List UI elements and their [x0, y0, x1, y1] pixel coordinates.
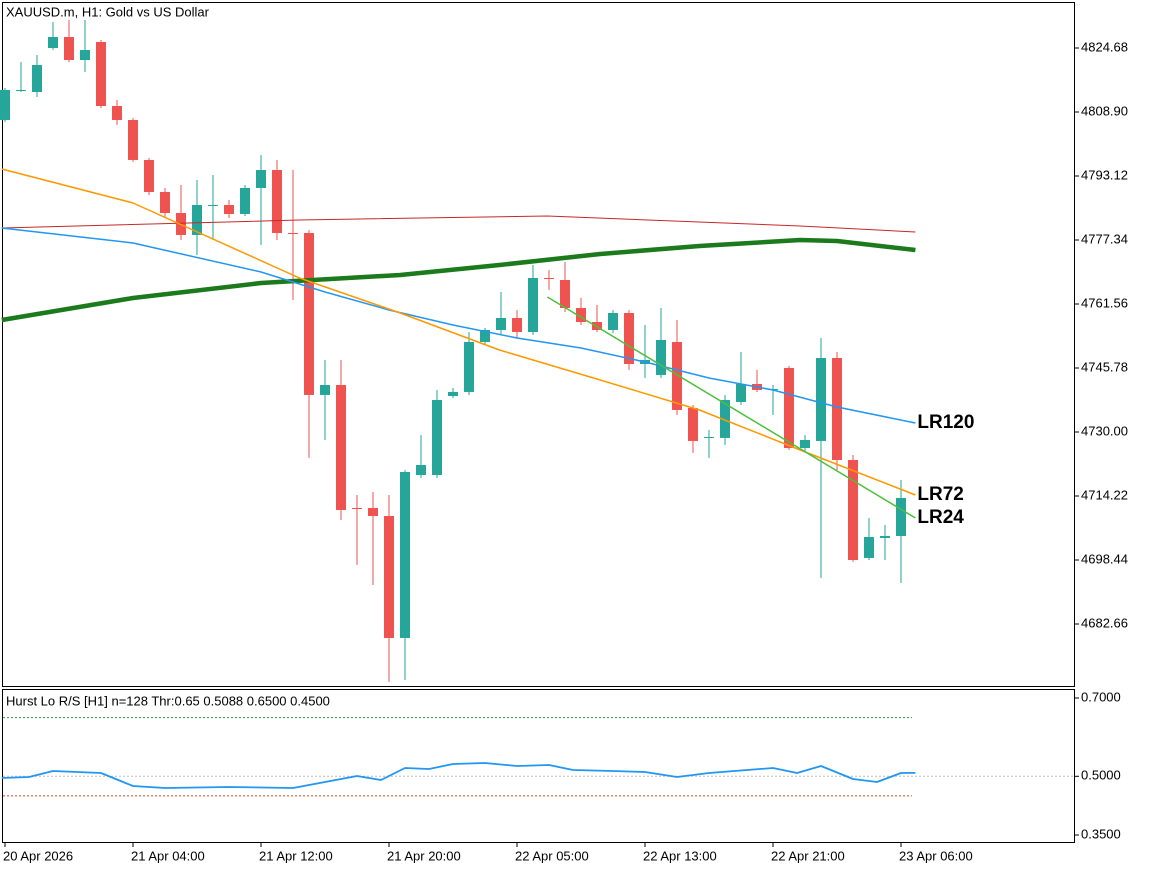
candle-body: [112, 105, 122, 120]
candle-body: [336, 384, 346, 511]
candle-body: [624, 313, 634, 364]
candle-body: [816, 357, 826, 441]
indicator-line: [1, 227, 916, 424]
y-tick-label: 0.7000: [1081, 689, 1121, 704]
indicator-panel: [2, 689, 1075, 843]
candle-body: [288, 232, 298, 234]
x-tick-label: 22 Apr 21:00: [771, 848, 845, 863]
candle-body: [528, 278, 538, 332]
indicator-line: [1, 762, 916, 789]
candle-body: [48, 37, 58, 48]
candle-body: [512, 317, 522, 332]
indicator-line: [1, 168, 916, 496]
candle-body: [544, 278, 554, 280]
candle-body: [464, 341, 474, 392]
y-tick-label: 0.5000: [1081, 768, 1121, 783]
y-tick-label: 4777.34: [1081, 231, 1128, 246]
candle-body: [272, 169, 282, 233]
y-tick-label: 4745.78: [1081, 359, 1128, 374]
y-tick-label: 4730.00: [1081, 423, 1128, 438]
y-tick-label: 4761.56: [1081, 295, 1128, 310]
candle-body: [256, 169, 266, 188]
candle-body: [64, 37, 74, 60]
y-tick-label: 0.3500: [1081, 826, 1121, 841]
candle-body: [480, 330, 490, 342]
line-label: LR120: [917, 412, 974, 433]
candle-body: [32, 64, 42, 93]
line-label: LR24: [917, 507, 964, 528]
candle-body: [240, 187, 250, 215]
x-tick-label: 23 Apr 06:00: [899, 848, 973, 863]
candle-body: [384, 516, 394, 639]
candle-body: [800, 439, 810, 448]
y-tick-label: 4793.12: [1081, 167, 1128, 182]
candle-body: [320, 384, 330, 395]
candle-body: [416, 464, 426, 475]
indicator-line: [547, 296, 916, 519]
candle-body: [688, 407, 698, 441]
candle-body: [224, 204, 234, 215]
y-tick-label: 4698.44: [1081, 551, 1128, 566]
candle-body: [576, 308, 586, 323]
candle-body: [160, 191, 170, 213]
chart-title: XAUUSD.m, H1: Gold vs US Dollar: [6, 4, 210, 19]
candle-body: [736, 383, 746, 402]
x-tick-label: 21 Apr 04:00: [131, 848, 205, 863]
candle-body: [848, 459, 858, 561]
main-panel: [2, 2, 1075, 687]
candle-body: [368, 508, 378, 517]
candle-body: [496, 317, 506, 331]
candle-body: [832, 357, 842, 460]
candle-body: [784, 367, 794, 448]
candle-body: [352, 508, 362, 510]
candle-body: [560, 279, 570, 309]
candle-body: [80, 49, 90, 60]
candle-body: [96, 41, 106, 106]
candle-body: [128, 119, 138, 160]
indicator-line: [1, 237, 916, 323]
y-tick-label: 4808.90: [1081, 103, 1128, 118]
candle-body: [896, 497, 906, 536]
candle-body: [608, 313, 618, 331]
indicator-line: [1, 215, 916, 233]
x-tick-label: 21 Apr 12:00: [259, 848, 333, 863]
candle-body: [720, 400, 730, 438]
x-tick-label: 22 Apr 13:00: [643, 848, 717, 863]
candle-body: [144, 159, 154, 192]
y-tick-label: 4682.66: [1081, 615, 1128, 630]
line-label: LR72: [917, 484, 963, 505]
candle-body: [304, 232, 314, 395]
candle-body: [0, 89, 10, 120]
candle-body: [864, 536, 874, 558]
candle-body: [192, 204, 202, 235]
candle-body: [208, 204, 218, 206]
candle-body: [16, 89, 26, 91]
candle-body: [672, 341, 682, 410]
x-tick-label: 21 Apr 20:00: [387, 848, 461, 863]
indicator-title: Hurst Lo R/S [H1] n=128 Thr:0.65 0.5088 …: [6, 693, 330, 708]
y-tick-label: 4714.22: [1081, 487, 1128, 502]
candle-body: [448, 391, 458, 396]
y-tick-label: 4824.68: [1081, 39, 1128, 54]
candle-body: [656, 339, 666, 375]
candle-body: [432, 400, 442, 475]
candle-body: [704, 436, 714, 438]
x-tick-label: 20 Apr 2026: [3, 848, 73, 863]
candle-body: [880, 535, 890, 538]
x-tick-label: 22 Apr 05:00: [515, 848, 589, 863]
candle-body: [400, 471, 410, 639]
